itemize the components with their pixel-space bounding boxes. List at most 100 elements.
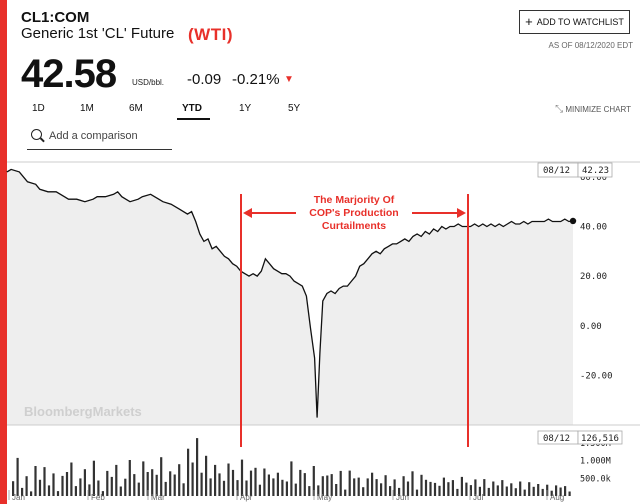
volume-bar (559, 487, 562, 496)
volume-bar (200, 472, 203, 496)
annotation-text-line: The Marjority Of (314, 194, 395, 206)
price-unit: USD/bbl. (132, 78, 165, 87)
x-tick-label: Mar (151, 493, 165, 502)
active-tab-underline (177, 118, 210, 120)
volume-bar (532, 486, 535, 496)
tab-6m[interactable]: 6M (129, 103, 143, 114)
volume-bar (146, 472, 149, 496)
down-triangle-icon: ▼ (284, 74, 294, 85)
last-date-label: 08/12 (543, 166, 570, 176)
plus-icon: + (525, 14, 533, 29)
volume-bar (550, 490, 553, 496)
volume-bar (415, 489, 419, 496)
minimize-chart-button[interactable]: ⤡ MINIMIZE CHART (555, 104, 631, 115)
comparison-search-input[interactable] (47, 127, 171, 145)
volume-bar (501, 480, 504, 496)
volume-bar (451, 480, 454, 496)
volume-bar (236, 480, 239, 496)
volume-bar (124, 478, 127, 496)
volume-bar (214, 464, 217, 496)
volume-bar (88, 484, 91, 496)
volume-bar (537, 484, 540, 496)
volume-date-label: 08/12 (543, 434, 570, 444)
volume-bar (61, 475, 64, 496)
volume-bar (110, 476, 113, 496)
watermark: BloombergMarkets (24, 404, 142, 419)
x-tick-label: May (317, 493, 332, 502)
volume-bar (263, 468, 266, 496)
volume-bar (285, 481, 288, 496)
volume-bar (47, 485, 51, 496)
volume-bar (65, 472, 69, 496)
volume-bar (344, 489, 347, 496)
price-line (6, 168, 574, 418)
volume-bar (389, 486, 392, 496)
volume-bar (406, 481, 410, 496)
volume-bar (335, 484, 338, 496)
security-name: Generic 1st 'CL' Future (21, 25, 175, 42)
volume-bar (231, 469, 235, 496)
volume-bar (83, 469, 86, 496)
volume-bar (362, 487, 365, 496)
tab-1m[interactable]: 1M (80, 103, 94, 114)
volume-bar (101, 491, 104, 496)
volume-bar (442, 477, 445, 496)
volume-bar (555, 485, 558, 496)
volume-bar (487, 487, 490, 496)
add-to-watchlist-button[interactable]: + ADD TO WATCHLIST (519, 10, 630, 34)
volume-bar (155, 474, 158, 496)
y-tick-label: 60.00 (580, 173, 607, 183)
volume-bar (371, 472, 374, 496)
volume-bar (393, 479, 396, 496)
volume-bar (240, 459, 244, 496)
volume-bar (191, 462, 194, 496)
tab-1d[interactable]: 1D (32, 103, 45, 114)
y-tick-label: 40.00 (580, 223, 607, 233)
volume-bar (519, 481, 522, 496)
volume-bar (16, 457, 19, 496)
last-value-box (577, 162, 613, 178)
volume-bar (74, 486, 77, 496)
volume-bar (182, 483, 185, 496)
volume-bar (312, 466, 315, 496)
tab-5y[interactable]: 5Y (288, 103, 301, 114)
volume-bar (299, 469, 302, 496)
volume-bar (21, 487, 24, 496)
last-price: 42.58 (21, 52, 117, 96)
volume-bar (290, 461, 293, 496)
volume-bar (505, 486, 508, 496)
volume-bar (330, 474, 333, 496)
volume-bar (128, 460, 131, 496)
x-tick-label: Jan (12, 493, 25, 502)
volume-bar (424, 479, 428, 496)
volume-bar (339, 470, 342, 496)
annotation-text-line: Curtailments (322, 220, 386, 232)
volume-bar (164, 481, 167, 496)
volume-bar (510, 483, 513, 496)
volume-bar (79, 478, 82, 496)
volume-bar (196, 438, 199, 496)
y-tick-label: -20.00 (580, 371, 613, 381)
volume-bar (366, 478, 369, 496)
volume-bar (402, 476, 405, 496)
volume-bar (92, 460, 95, 496)
volume-bar (97, 480, 100, 496)
volume-bar (492, 481, 495, 496)
volume-bar (178, 464, 181, 496)
tab-ytd[interactable]: YTD (182, 103, 202, 114)
volume-bar (465, 482, 468, 496)
minimize-label: MINIMIZE CHART (565, 105, 631, 114)
y-tick-label: 20.00 (580, 272, 607, 282)
y-tick-label: 0.00 (580, 322, 602, 332)
price-change-pct: -0.21% (232, 71, 280, 88)
volume-bar (187, 448, 190, 496)
volume-bar (523, 489, 526, 496)
x-tick-label: Apr (240, 493, 253, 502)
tab-1y[interactable]: 1Y (239, 103, 252, 114)
volume-bar (456, 488, 459, 496)
x-tick-label: Aug (550, 493, 564, 502)
collapse-arrows-icon: ⤡ (555, 104, 564, 115)
volume-bar (137, 482, 140, 496)
volume-bar (384, 475, 387, 496)
